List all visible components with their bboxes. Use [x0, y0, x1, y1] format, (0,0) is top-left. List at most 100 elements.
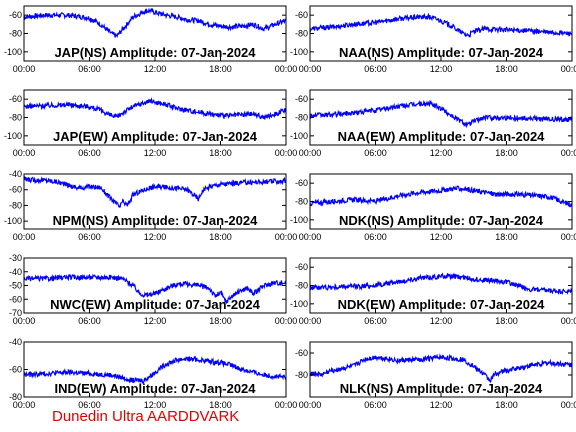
x-tick-label: 12:00: [430, 232, 453, 242]
y-tick-label: -80: [295, 197, 308, 207]
y-tick-label: -80: [295, 29, 308, 39]
panel-title: NLK(NS) Amplitude: 07-Jan-2024: [340, 381, 543, 396]
x-tick-label: 00:00: [299, 316, 322, 326]
series-line: [309, 12, 573, 38]
x-tick-label: 00:00: [13, 400, 36, 410]
x-tick-label: 06:00: [364, 232, 387, 242]
y-tick-label: -100: [290, 47, 308, 57]
panel-title: JAP(EW) Amplitude: 07-Jan-2024: [53, 129, 258, 144]
chart-panel: -60 -80 -100 00:00 06:00 12:00 18:00 00:00 JAP(N…: [4, 5, 297, 74]
x-tick-label: 18:00: [209, 64, 232, 74]
x-tick-label: 06:00: [364, 148, 387, 158]
y-tick-label: -40: [9, 169, 22, 179]
y-tick-label: -80: [295, 113, 308, 123]
y-tick-label: -60: [9, 365, 22, 375]
x-tick-label: 06:00: [78, 232, 101, 242]
x-tick-label: 06:00: [78, 316, 101, 326]
series-line: [309, 353, 573, 383]
panel-title: JAP(NS) Amplitude: 07-Jan-2024: [54, 45, 256, 60]
y-tick-label: -70: [9, 308, 22, 318]
x-tick-label: 06:00: [364, 64, 387, 74]
series-line: [23, 7, 287, 38]
x-tick-label: 00:00: [299, 148, 322, 158]
chart-panel: -60 -80 -100 00:00 06:00 12:00 18:00 00:00 NAA(E…: [290, 89, 576, 158]
x-tick-label: 06:00: [364, 316, 387, 326]
x-tick-label: 18:00: [209, 400, 232, 410]
x-tick-label: 00:00: [561, 316, 576, 326]
x-tick-label: 00:00: [561, 232, 576, 242]
x-tick-label: 12:00: [430, 400, 453, 410]
x-tick-label: 12:00: [144, 148, 167, 158]
y-tick-label: -80: [9, 29, 22, 39]
chart-panel: -60 -80 -100 00:00 06:00 12:00 18:00 00:00 NDK(N…: [290, 173, 576, 242]
x-tick-label: 18:00: [495, 148, 518, 158]
series-line: [309, 272, 573, 295]
y-tick-label: -60: [295, 178, 308, 188]
x-tick-label: 00:00: [13, 148, 36, 158]
series-line: [309, 99, 573, 129]
y-tick-label: -100: [290, 131, 308, 141]
series-line: [309, 185, 573, 208]
y-tick-label: -50: [9, 281, 22, 291]
y-tick-label: -60: [9, 94, 22, 104]
x-tick-label: 06:00: [78, 64, 101, 74]
series-line: [23, 355, 287, 384]
series-line: [23, 176, 287, 208]
x-tick-label: 00:00: [13, 64, 36, 74]
x-tick-label: 00:00: [299, 232, 322, 242]
y-tick-label: -30: [9, 253, 22, 263]
x-tick-label: 06:00: [364, 400, 387, 410]
x-tick-label: 00:00: [561, 148, 576, 158]
y-tick-label: -60: [295, 262, 308, 272]
y-tick-label: -60: [295, 348, 308, 358]
y-tick-label: -60: [9, 185, 22, 195]
chart-panel: -60 -80 -100 00:00 06:00 12:00 18:00 00:00 NAA(N…: [290, 5, 576, 74]
x-tick-label: 18:00: [209, 316, 232, 326]
y-tick-label: -40: [9, 337, 22, 347]
x-tick-label: 00:00: [275, 316, 298, 326]
x-tick-label: 18:00: [495, 232, 518, 242]
x-tick-label: 00:00: [13, 316, 36, 326]
x-tick-label: 18:00: [495, 64, 518, 74]
chart-panel: -60 -80 -100 00:00 06:00 12:00 18:00 00:00 NDK(E…: [290, 257, 576, 326]
x-tick-label: 00:00: [299, 400, 322, 410]
panel-title: NPM(NS) Amplitude: 07-Jan-2024: [53, 213, 258, 228]
y-tick-label: -80: [9, 392, 22, 402]
x-tick-label: 00:00: [299, 64, 322, 74]
series-line: [23, 273, 287, 305]
x-tick-label: 12:00: [144, 232, 167, 242]
y-tick-label: -100: [4, 47, 22, 57]
panel-title: NDK(EW) Amplitude: 07-Jan-2024: [338, 297, 546, 312]
y-tick-label: -60: [9, 10, 22, 20]
x-tick-label: 00:00: [561, 64, 576, 74]
x-tick-label: 00:00: [275, 232, 298, 242]
y-tick-label: -100: [4, 131, 22, 141]
panel-title: NAA(EW) Amplitude: 07-Jan-2024: [338, 129, 546, 144]
panel-title: IND(EW) Amplitude: 07-Jan-2024: [54, 381, 256, 396]
y-tick-label: -60: [295, 94, 308, 104]
y-tick-label: -80: [9, 113, 22, 123]
chart-panel: -40 -60 -80 -100 00:00 06:00 12:00 18:00 00:00 NP…: [4, 169, 297, 242]
footer-caption: Dunedin Ultra AARDDVARK: [52, 408, 240, 425]
y-tick-label: -80: [295, 370, 308, 380]
x-tick-label: 12:00: [430, 148, 453, 158]
x-tick-label: 00:00: [561, 400, 576, 410]
panel-title: NWC(EW) Amplitude: 07-Jan-2024: [50, 297, 260, 312]
x-tick-label: 18:00: [495, 400, 518, 410]
x-tick-label: 18:00: [209, 148, 232, 158]
panel-title: NAA(NS) Amplitude: 07-Jan-2024: [339, 45, 544, 60]
x-tick-label: 06:00: [78, 400, 101, 410]
x-tick-label: 12:00: [430, 64, 453, 74]
x-tick-label: 12:00: [430, 316, 453, 326]
x-tick-label: 00:00: [13, 232, 36, 242]
y-tick-label: -60: [295, 10, 308, 20]
y-tick-label: -60: [9, 294, 22, 304]
y-tick-label: -40: [9, 267, 22, 277]
series-line: [23, 97, 287, 120]
x-tick-label: 18:00: [495, 316, 518, 326]
panel-title: NDK(NS) Amplitude: 07-Jan-2024: [339, 213, 544, 228]
x-tick-label: 12:00: [144, 400, 167, 410]
x-tick-label: 18:00: [209, 232, 232, 242]
